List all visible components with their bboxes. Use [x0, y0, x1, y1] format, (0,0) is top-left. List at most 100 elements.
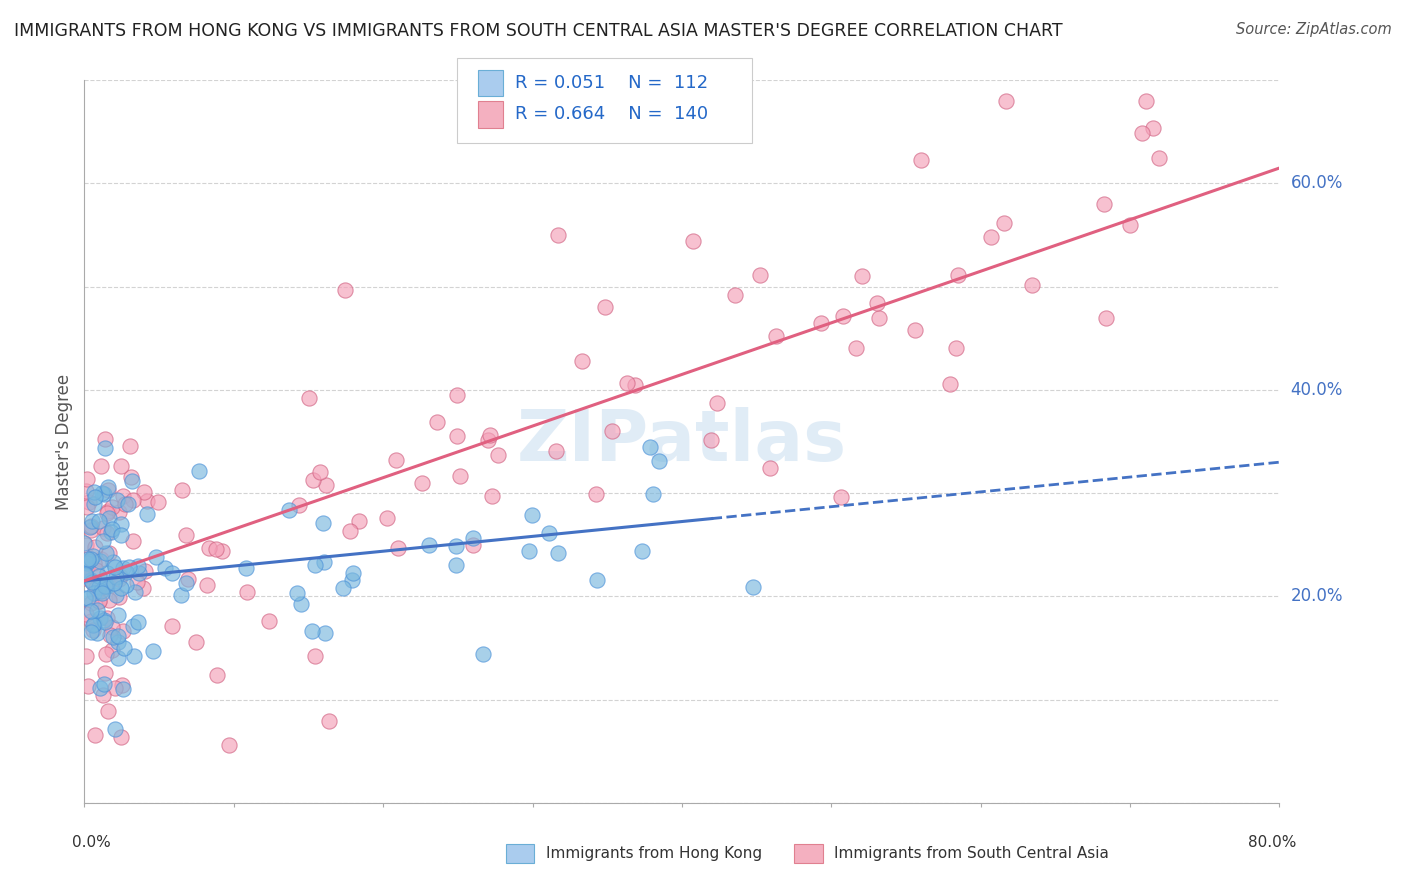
Point [100, 500, 122, 515]
Point [311, 516, 333, 530]
Point [481, 489, 503, 503]
Point [136, 494, 159, 508]
Point [107, 630, 129, 644]
Point [547, 546, 569, 560]
Point [105, 493, 128, 508]
Point [724, 288, 747, 302]
Point [82, 574, 104, 589]
Point [1021, 277, 1043, 292]
Point [112, 561, 135, 575]
Point [748, 268, 770, 283]
Point [86, 626, 108, 640]
Point [110, 517, 132, 532]
Point [112, 681, 135, 696]
Point [107, 651, 129, 665]
Point [73, 536, 96, 550]
Point [125, 574, 148, 589]
Point [630, 544, 652, 558]
Point [218, 738, 240, 752]
Point [79, 520, 101, 534]
Point [83, 617, 105, 632]
Point [87, 594, 110, 608]
Point [301, 624, 323, 638]
Point [111, 624, 134, 638]
Point [845, 341, 868, 355]
Text: Immigrants from Hong Kong: Immigrants from Hong Kong [546, 847, 762, 861]
Point [446, 429, 468, 443]
Point [546, 443, 568, 458]
Point [96, 546, 118, 560]
Text: 0.0%: 0.0% [72, 836, 111, 850]
Point [478, 428, 501, 442]
Point [1132, 126, 1154, 140]
Point [91, 586, 114, 600]
Point [89, 611, 111, 625]
Point [706, 396, 728, 410]
Point [385, 453, 408, 467]
Point [84, 582, 107, 596]
Point [114, 497, 136, 511]
Point [86, 603, 108, 617]
Point [76, 555, 98, 569]
Point [114, 578, 136, 592]
Point [97, 510, 120, 524]
Point [132, 485, 155, 500]
Point [91, 533, 114, 548]
Point [103, 630, 125, 644]
Point [142, 644, 165, 658]
Point [302, 473, 325, 487]
Point [94, 665, 117, 680]
Point [340, 574, 363, 588]
Point [75, 483, 97, 498]
Point [91, 521, 114, 535]
Text: 20.0%: 20.0% [1291, 587, 1343, 606]
Point [80, 604, 103, 618]
Point [1092, 197, 1115, 211]
Point [522, 508, 544, 522]
Point [89, 681, 111, 695]
Point [831, 309, 853, 323]
Point [89, 584, 111, 599]
Point [118, 560, 141, 574]
Point [76, 472, 98, 486]
Point [83, 497, 105, 511]
Point [80, 573, 103, 587]
Point [83, 556, 105, 570]
Point [339, 524, 361, 538]
Point [945, 341, 967, 355]
Point [105, 588, 128, 602]
Point [73, 568, 96, 582]
Point [176, 572, 198, 586]
Point [73, 572, 96, 586]
Point [586, 574, 609, 588]
Point [314, 626, 336, 640]
Point [1118, 218, 1140, 232]
Point [75, 538, 97, 552]
Point [83, 490, 105, 504]
Point [115, 565, 138, 579]
Point [89, 554, 111, 568]
Point [290, 597, 312, 611]
Text: IMMIGRANTS FROM HONG KONG VS IMMIGRANTS FROM SOUTH CENTRAL ASIA MASTER'S DEGREE : IMMIGRANTS FROM HONG KONG VS IMMIGRANTS … [14, 22, 1063, 40]
Point [110, 458, 132, 473]
Point [93, 487, 115, 501]
Point [205, 541, 228, 556]
Point [111, 677, 134, 691]
Text: 40.0%: 40.0% [1291, 381, 1343, 399]
Point [87, 594, 110, 608]
Point [449, 469, 471, 483]
Point [585, 487, 607, 501]
Point [97, 545, 120, 559]
Point [127, 559, 149, 574]
Point [80, 514, 103, 528]
Point [101, 522, 124, 536]
Point [83, 540, 105, 554]
Point [205, 668, 228, 682]
Point [94, 432, 117, 446]
Point [82, 549, 104, 563]
Point [112, 640, 135, 655]
Point [127, 615, 149, 629]
Point [97, 483, 120, 498]
Point [517, 543, 540, 558]
Point [174, 528, 197, 542]
